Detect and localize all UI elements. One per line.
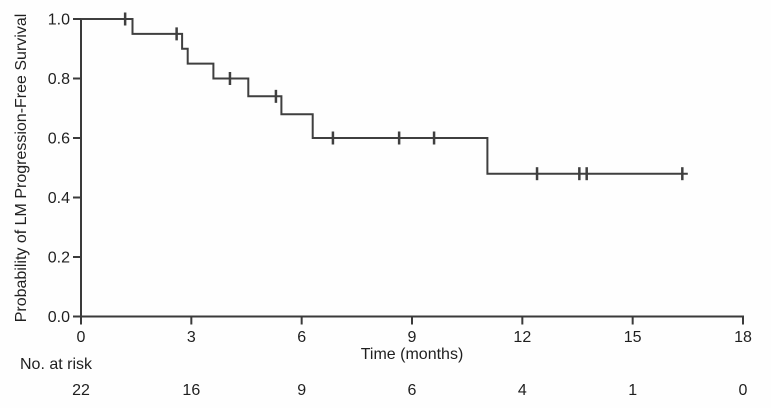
risk-count: 4 [518,382,527,399]
risk-count: 22 [72,382,90,399]
x-tick-label: 12 [513,329,531,346]
y-tick-label: 0.4 [48,190,70,207]
x-tick-label: 18 [734,329,752,346]
risk-table-label: No. at risk [20,356,93,373]
x-axis-title: Time (months) [360,346,464,363]
risk-count: 16 [182,382,200,399]
risk-count: 1 [628,382,637,399]
y-tick-label: 0.0 [48,309,70,326]
survival-curve [81,18,688,175]
y-tick-label: 0.8 [48,71,70,88]
x-tick-label: 3 [187,329,196,346]
risk-count: 6 [408,382,417,399]
y-tick-label: 1.0 [48,12,70,29]
x-tick-label: 6 [297,329,306,346]
y-tick-label: 0.2 [48,250,70,267]
y-tick-label: 0.6 [48,131,70,148]
risk-count: 0 [739,382,748,399]
x-tick-label: 15 [624,329,642,346]
risk-count: 9 [297,382,306,399]
x-tick-label: 0 [77,329,86,346]
y-axis-title: Probability of LM Progression-Free Survi… [13,13,30,323]
x-tick-label: 9 [408,329,417,346]
